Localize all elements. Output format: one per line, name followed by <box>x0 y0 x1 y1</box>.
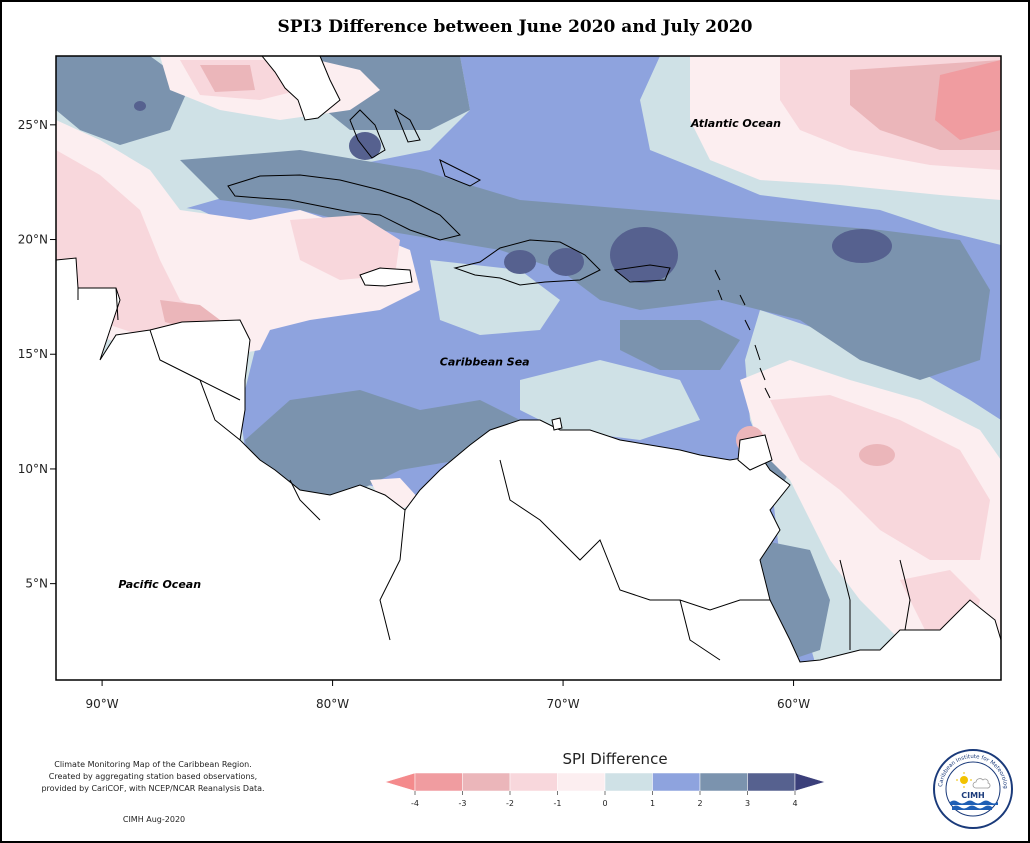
island-curacao <box>551 417 563 431</box>
island-trinidad <box>737 434 773 471</box>
field-core-pr <box>610 227 678 283</box>
latitude-tick-label: 15°N <box>18 347 48 361</box>
latitude-tick-label: 10°N <box>18 462 48 476</box>
ocean-label-caribbean: Caribbean Sea <box>440 356 530 369</box>
sun-rays-icon <box>956 772 972 788</box>
ocean-labels: Atlantic Ocean Caribbean Sea Pacific Ocean <box>118 117 781 591</box>
colorbar-extend-low <box>384 772 416 792</box>
island-lesser-antilles <box>714 269 771 399</box>
latitude-ticks: 25°N 20°N 15°N 10°N 5°N <box>18 118 56 591</box>
field-neg-jamaica <box>290 215 400 280</box>
island-hispaniola <box>453 239 601 286</box>
field-core-gulf <box>134 101 146 111</box>
plot-border <box>55 55 1002 681</box>
cimh-logo: Caribbean Institute for Meteorology and … <box>932 748 1013 829</box>
colorbar-tick-label: 0 <box>602 799 607 808</box>
field-neg-fl-3 <box>200 65 255 92</box>
land-mainland <box>56 257 1001 680</box>
legend-colorbar: -4 -3 -2 -1 0 1 2 3 4 <box>384 772 826 808</box>
colorbar-tick-label: -4 <box>411 799 419 808</box>
spi-field <box>56 56 1001 680</box>
field-dark-nw <box>56 56 190 145</box>
country-borders <box>77 287 911 661</box>
latitude-tick-label: 20°N <box>18 233 48 247</box>
colorbar-tick-label: -2 <box>506 799 514 808</box>
field-neg-se-core <box>859 444 895 466</box>
colorbar-tick-label: -1 <box>554 799 562 808</box>
colorbar-segment <box>747 772 796 792</box>
colorbar-segment <box>414 772 463 792</box>
island-jamaica <box>359 267 413 287</box>
credit-line: Climate Monitoring Map of the Caribbean … <box>54 760 252 769</box>
field-neg-atl-4 <box>935 60 1001 140</box>
island-puerto-rico <box>613 264 671 283</box>
ocean-label-atlantic: Atlantic Ocean <box>690 117 781 130</box>
credit-line: Created by aggregating station based obs… <box>48 772 258 781</box>
colorbar-tick-label: 3 <box>745 799 750 808</box>
colorbar-segment <box>557 772 606 792</box>
colorbar-segment <box>652 772 701 792</box>
cloud-icon <box>972 778 991 789</box>
field-core-hisp-w <box>504 250 536 274</box>
colorbar-segment <box>604 772 653 792</box>
field-core-bahamas <box>349 132 381 160</box>
longitude-ticks: 90°W 80°W 70°W 60°W <box>86 680 810 711</box>
latitude-tick-label: 25°N <box>18 118 48 132</box>
credit-date: CIMH Aug-2020 <box>122 815 186 824</box>
credit-line: provided by CariCOF, with NCEP/NCAR Rean… <box>41 784 265 793</box>
map-title: SPI3 Difference between June 2020 and Ju… <box>277 17 753 37</box>
colorbar-tick-label: -3 <box>459 799 467 808</box>
longitude-tick-label: 70°W <box>547 697 580 711</box>
longitude-tick-label: 80°W <box>316 697 349 711</box>
colorbar-tick-label: 4 <box>792 799 797 808</box>
longitude-tick-label: 60°W <box>777 697 810 711</box>
longitude-tick-label: 90°W <box>86 697 119 711</box>
field-light-hisp <box>430 260 560 335</box>
island-bahamas-c <box>439 159 482 187</box>
island-bahamas-a <box>349 109 386 159</box>
colorbar-tick-label: 2 <box>697 799 702 808</box>
colorbar-extend-high <box>794 772 826 792</box>
colorbar-segment <box>509 772 558 792</box>
field-core-hisp-e <box>548 248 584 276</box>
colorbar-segment <box>699 772 748 792</box>
waves-icon <box>950 800 998 810</box>
field-dark-band <box>180 150 990 380</box>
legend-title: SPI Difference <box>562 750 668 768</box>
field-light-cent <box>520 360 700 440</box>
colorbar-tick-label: 1 <box>650 799 655 808</box>
colorbar-segment <box>462 772 511 792</box>
logo-acronym: CIMH <box>961 791 985 800</box>
field-neg-panama <box>370 478 420 510</box>
field-neg-se-2 <box>770 395 990 560</box>
island-bahamas-b <box>393 108 421 143</box>
island-cuba <box>227 174 461 241</box>
sun-icon <box>960 776 968 784</box>
field-core-atl <box>832 229 892 263</box>
latitude-tick-label: 5°N <box>25 577 48 591</box>
credit-text: Climate Monitoring Map of the Caribbean … <box>18 759 288 795</box>
ocean-label-pacific: Pacific Ocean <box>118 578 201 591</box>
land-florida <box>261 56 341 121</box>
field-dark-lesser <box>620 320 740 370</box>
